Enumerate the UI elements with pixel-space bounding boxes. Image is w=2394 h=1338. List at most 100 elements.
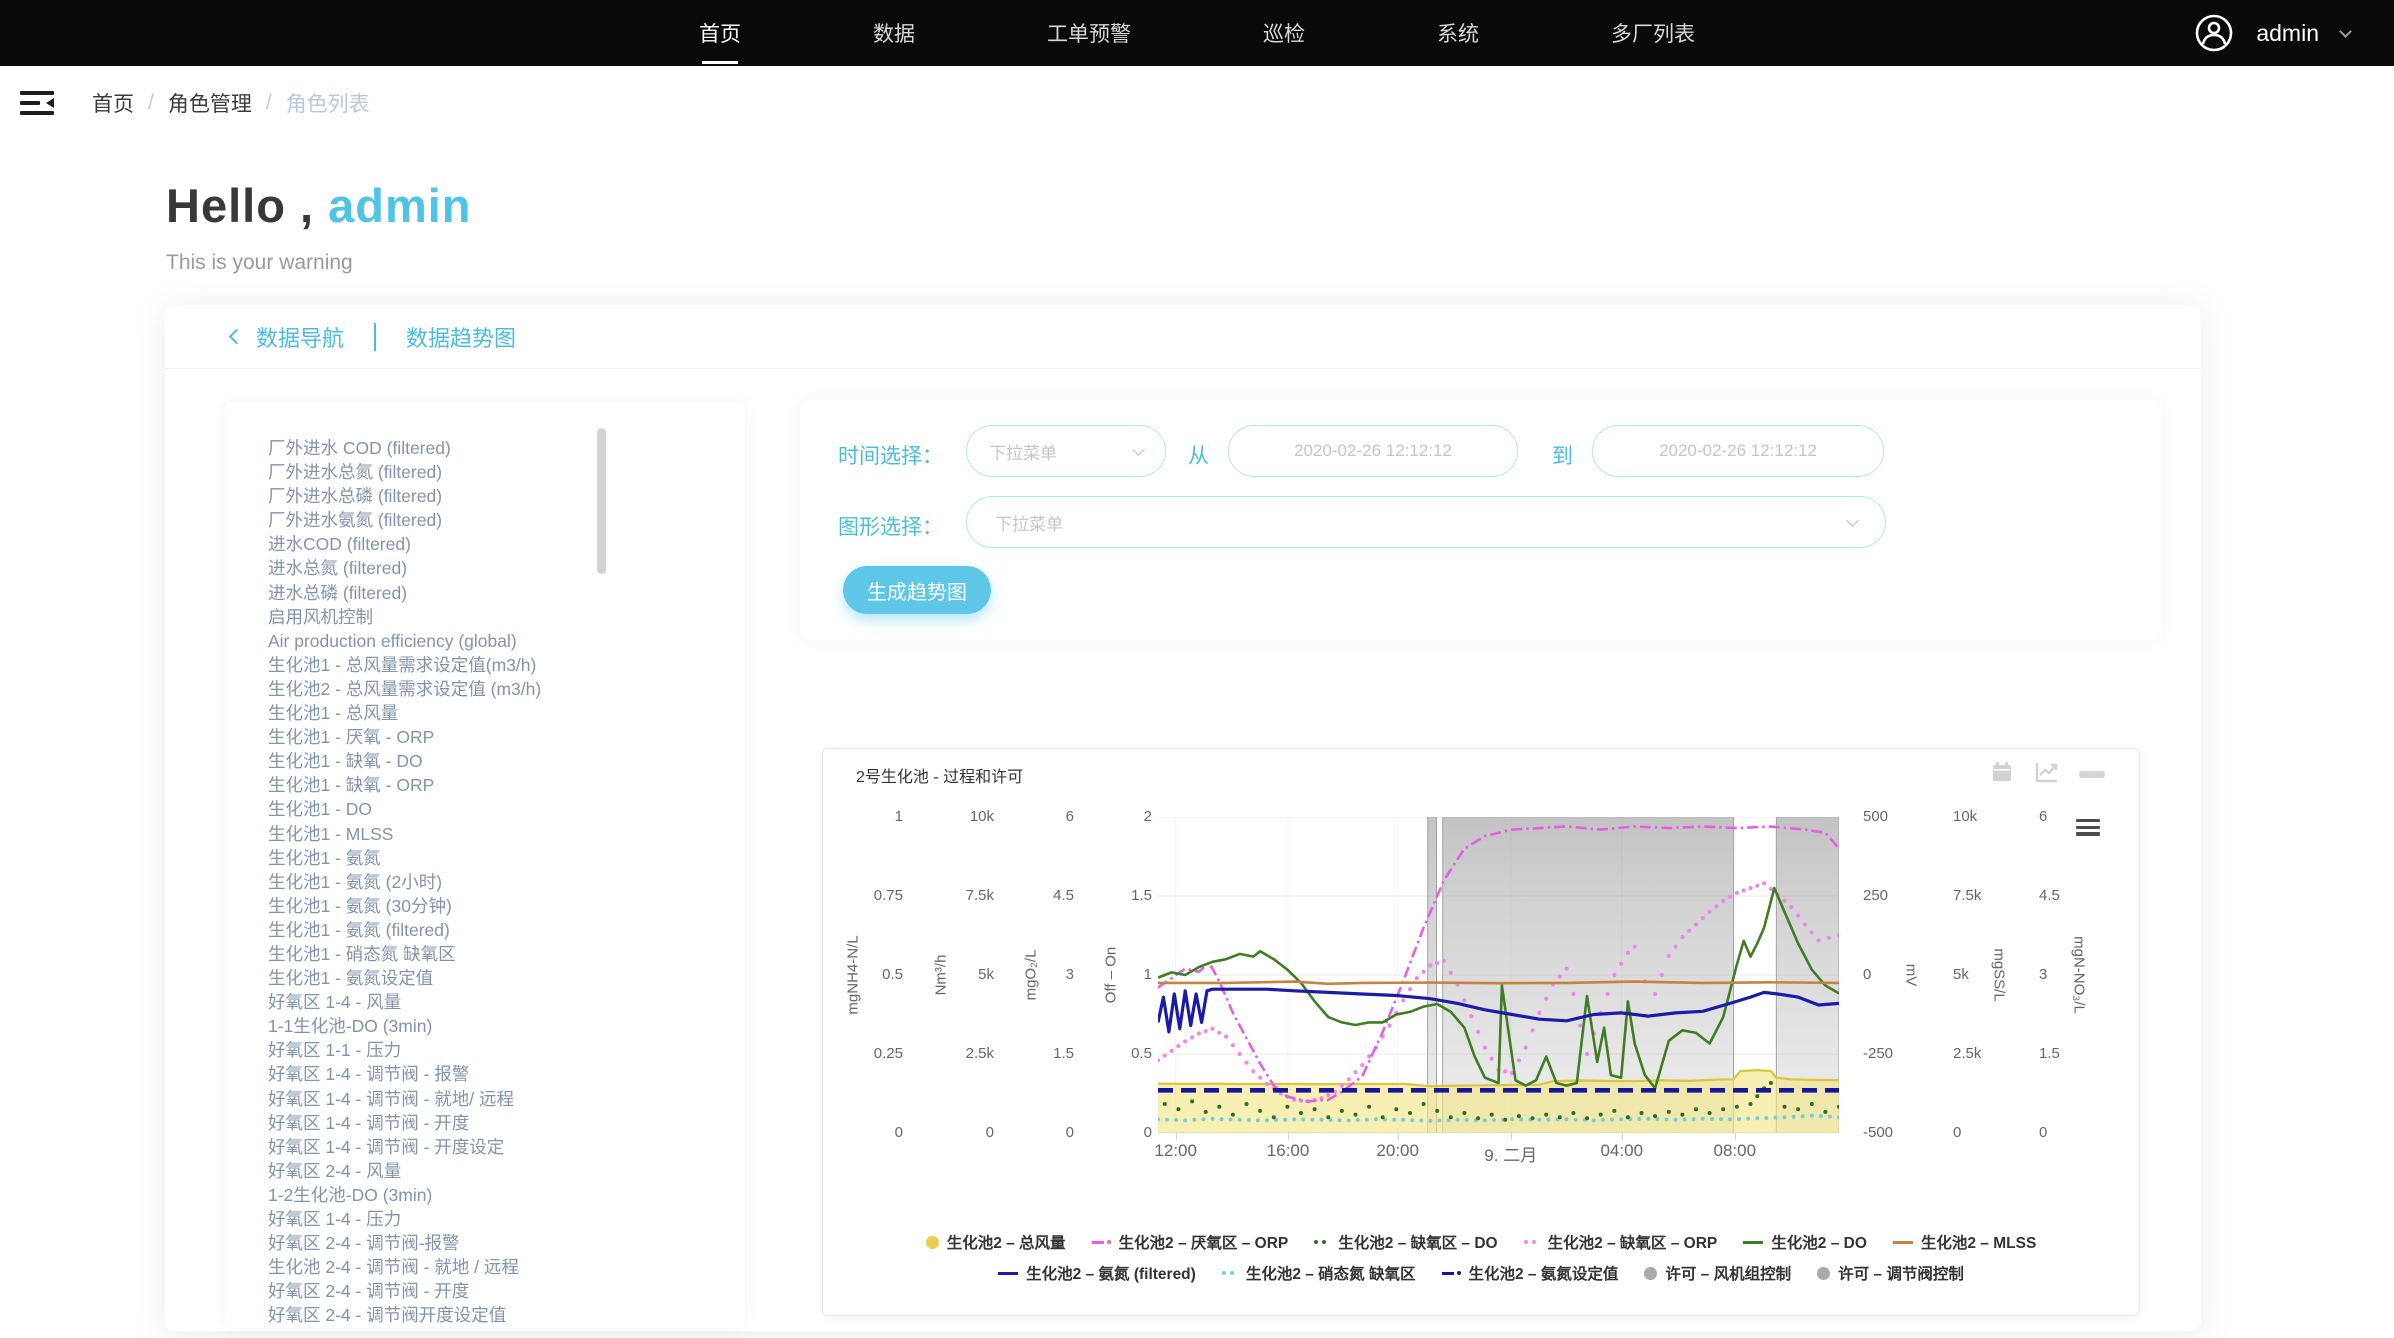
legend-marker-line <box>1892 1240 1913 1244</box>
legend-item[interactable]: 生化池2 – 氨氮设定值 <box>1441 1262 1618 1284</box>
legend-marker-dots <box>1314 1240 1330 1244</box>
calendar-icon[interactable] <box>1991 761 2013 783</box>
list-item[interactable]: 好氧区 1-4 - 调节阀 - 就地/ 远程 <box>268 1088 514 1109</box>
list-item[interactable]: 生化池1 - 缺氧 - ORP <box>268 775 435 796</box>
time-dropdown[interactable]: 下拉菜单 <box>966 425 1166 477</box>
list-item[interactable]: 好氧区 2-4 - 调节阀-报警 <box>268 1233 460 1254</box>
list-item[interactable]: 生化池1 - 氨氮 (filtered) <box>268 919 450 940</box>
legend-item[interactable]: 生化池2 – 厌氧区 – ORP <box>1091 1231 1288 1253</box>
legend-item[interactable]: 生化池2 – 缺氧区 – DO <box>1314 1231 1498 1253</box>
axis-tick-label: 2 <box>1143 808 1152 825</box>
axis-tick-label: 6 <box>2039 808 2048 825</box>
to-datetime-input[interactable] <box>1592 425 1884 477</box>
back-chevron-icon[interactable] <box>228 328 245 345</box>
trend-form-card: 时间选择： 下拉菜单 从 到 图形选择： 下拉菜单 生成趋势图 <box>800 400 2162 640</box>
nav-item[interactable]: 巡检 <box>1263 23 1305 46</box>
x-axis-tickmark <box>1621 1133 1623 1140</box>
list-item[interactable]: 好氧区 1-1 - 压力 <box>268 1040 402 1061</box>
tab-data-trend[interactable]: 数据趋势图 <box>406 325 517 351</box>
user-menu[interactable]: admin <box>2194 0 2352 66</box>
axis-tick-label: 0.5 <box>882 966 903 983</box>
list-item[interactable]: 生化池1 - 氨氮 (30分钟) <box>268 895 452 916</box>
graph-dropdown[interactable]: 下拉菜单 <box>966 496 1886 548</box>
list-item[interactable]: 生化池1 - MLSS <box>268 823 394 844</box>
chart-menu-icon[interactable] <box>2076 819 2100 839</box>
list-item[interactable]: 生化池1 - 总风量 <box>268 703 399 724</box>
list-item[interactable]: 好氧区 2-4 - 调节阀 - 开度 <box>268 1281 470 1302</box>
list-item[interactable]: 生化池1 - 氨氮 (2小时) <box>268 871 443 892</box>
time-dropdown-value: 下拉菜单 <box>989 443 1057 463</box>
list-item[interactable]: 1-1生化池-DO (3min) <box>268 1016 433 1037</box>
legend-item[interactable]: 生化池2 – 硝态氮 缺氧区 <box>1221 1262 1416 1284</box>
legend-label: 生化池2 – 氨氮 (filtered) <box>1026 1266 1196 1283</box>
top-nav: 首页 数据 工单预警 巡检 系统 多厂列表 admin <box>0 0 2394 66</box>
list-item[interactable]: 生化池2 - 总风量需求设定值 (m3/h) <box>268 678 542 699</box>
axis-tick-label: 1.5 <box>2039 1045 2060 1062</box>
list-item[interactable]: 生化池1 - 总风量需求设定值(m3/h) <box>268 654 537 675</box>
x-axis-label: 12:00 <box>1154 1141 1197 1160</box>
x-axis-label: 04:00 <box>1600 1141 1644 1160</box>
nav-item[interactable]: 系统 <box>1437 23 1479 46</box>
legend-item[interactable]: 生化池2 – 缺氧区 – ORP <box>1523 1231 1717 1253</box>
axis-unit-label: Off – On <box>1102 946 1120 1004</box>
axis-unit-label: mgO₂/L <box>1022 949 1040 1001</box>
line-chart-icon[interactable] <box>2035 761 2059 783</box>
breadcrumb-item[interactable]: 角色管理 <box>167 93 252 116</box>
legend-item[interactable]: 生化池2 – MLSS <box>1892 1231 2036 1253</box>
user-avatar-icon <box>2196 14 2233 52</box>
legend-item[interactable]: 生化池2 – DO <box>1743 1231 1867 1253</box>
x-axis-tickmark <box>1734 1133 1736 1140</box>
nav-item[interactable]: 工单预警 <box>1047 23 1131 46</box>
list-item[interactable]: 好氧区 1-4 - 调节阀 - 报警 <box>268 1064 470 1085</box>
legend-marker-line <box>998 1271 1019 1275</box>
list-item[interactable]: 好氧区 1-4 - 调节阀 - 开度设定 <box>268 1136 505 1157</box>
list-item[interactable]: 1-2生化池-DO (3min) <box>268 1184 433 1205</box>
axis-unit-label: mV <box>1902 963 1920 987</box>
list-item[interactable]: 生化池1 - 氨氮 <box>268 847 381 868</box>
y-axis-ticks: 1 0.75 0.5 0.25 0 <box>847 808 903 1142</box>
list-item[interactable]: 生化池1 - 缺氧 - DO <box>268 751 423 772</box>
legend-item[interactable]: 许可 – 风机组控制 <box>1644 1262 1791 1284</box>
list-scrollbar[interactable] <box>597 428 606 574</box>
axis-tick-label: 7.5k <box>1953 887 1982 904</box>
nav-item[interactable]: 数据 <box>873 23 915 46</box>
axis-tick-label: 0 <box>1065 1124 1074 1141</box>
list-item[interactable]: Air production efficiency (global) <box>268 630 517 651</box>
chart-plot-area[interactable] <box>1158 817 1839 1133</box>
legend-item[interactable]: 许可 – 调节阀控制 <box>1817 1262 1964 1284</box>
nav-item[interactable]: 多厂列表 <box>1611 23 1695 46</box>
tab-data-navigation[interactable]: 数据导航 <box>256 325 345 351</box>
list-item[interactable]: 生化池1 - 硝态氮 缺氧区 <box>268 943 456 964</box>
list-item[interactable]: 生化池1 - 氨氮设定值 <box>268 968 434 989</box>
legend-item[interactable]: 生化池2 – 氨氮 (filtered) <box>998 1262 1196 1284</box>
legend-label: 生化池2 – 总风量 <box>946 1235 1066 1252</box>
sidebar-collapse-icon[interactable] <box>20 91 54 115</box>
list-item[interactable]: 厂外进水 COD (filtered) <box>268 438 451 458</box>
list-item[interactable]: 厂外进水总磷 (filtered) <box>268 486 443 507</box>
axis-tick-label: -250 <box>1863 1045 1894 1062</box>
list-item[interactable]: 好氧区 2-4 - 风量 <box>268 1160 402 1181</box>
list-item[interactable]: 进水总磷 (filtered) <box>268 582 408 603</box>
list-item[interactable]: 好氧区 1-4 - 调节阀 - 开度 <box>268 1112 470 1133</box>
axis-tick-label: 3 <box>1065 966 1074 983</box>
breadcrumb-item[interactable]: 首页 <box>92 93 134 116</box>
list-item[interactable]: 进水总氮 (filtered) <box>268 558 408 579</box>
generate-trend-button[interactable]: 生成趋势图 <box>843 566 991 614</box>
username-label: admin <box>2256 19 2319 46</box>
list-item[interactable]: 厂外进水氨氮 (filtered) <box>268 510 443 531</box>
list-item[interactable]: 好氧区 1-4 - 压力 <box>268 1209 402 1229</box>
list-item[interactable]: 生化池 2-4 - 调节阀 - 就地 / 远程 <box>268 1257 519 1278</box>
list-item[interactable]: 好氧区 1-4 - 风量 <box>268 992 402 1013</box>
list-item[interactable]: 好氧区 2-4 - 调节阀开度设定值 <box>268 1305 507 1326</box>
list-item[interactable]: 生化池1 - 厌氧 - ORP <box>268 727 435 748</box>
list-item[interactable]: 生化池1 - DO <box>268 799 373 820</box>
from-datetime-input[interactable] <box>1228 425 1518 477</box>
x-axis-tickmark <box>1510 1133 1512 1140</box>
list-item[interactable]: 厂外进水总氮 (filtered) <box>268 462 443 483</box>
collapse-chart-icon[interactable] <box>2079 771 2105 778</box>
list-item[interactable]: 进水COD (filtered) <box>268 534 411 555</box>
list-item[interactable]: 启用风机控制 <box>268 606 373 627</box>
legend-item[interactable]: 生化池2 – 总风量 <box>925 1231 1066 1253</box>
nav-item[interactable]: 首页 <box>697 12 743 54</box>
nav-menu: 首页 数据 工单预警 巡检 系统 多厂列表 <box>697 12 1697 54</box>
